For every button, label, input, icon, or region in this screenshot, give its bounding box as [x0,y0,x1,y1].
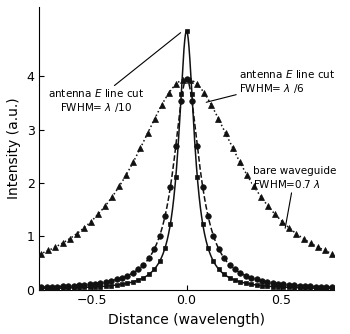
Y-axis label: Intensity (a.u.): Intensity (a.u.) [7,98,21,199]
Text: antenna $E$ line cut
FWHM= $\lambda$ /6: antenna $E$ line cut FWHM= $\lambda$ /6 [206,68,336,102]
X-axis label: Distance (wavelength): Distance (wavelength) [108,313,265,327]
Text: antenna $E$ line cut
FWHM= $\lambda$ /10: antenna $E$ line cut FWHM= $\lambda$ /10 [48,33,181,114]
Text: bare waveguide
FWHM=0.7 $\lambda$: bare waveguide FWHM=0.7 $\lambda$ [253,166,336,228]
